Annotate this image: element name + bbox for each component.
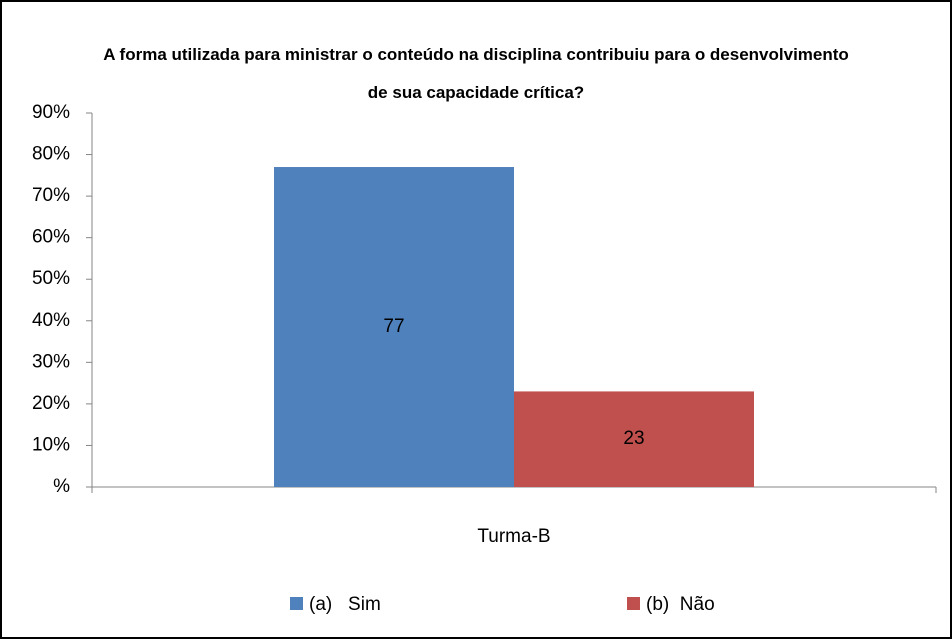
y-tick-label: 30% xyxy=(32,351,70,372)
y-tick-label: 20% xyxy=(32,393,70,414)
bar xyxy=(514,391,754,487)
data-label: 23 xyxy=(623,428,644,449)
legend-swatch xyxy=(627,597,640,610)
y-tick-label: 50% xyxy=(32,268,70,289)
y-tick-label: % xyxy=(53,476,70,497)
bar xyxy=(274,167,514,487)
chart-title: A forma utilizada para ministrar o conte… xyxy=(103,45,849,102)
x-tick-label: Turma-B xyxy=(477,526,550,547)
y-tick-label: 80% xyxy=(32,144,70,165)
y-tick-label: 60% xyxy=(32,227,70,248)
data-label: 77 xyxy=(383,316,404,337)
legend-label: (b) Não xyxy=(646,594,715,615)
legend-swatch xyxy=(290,597,303,610)
y-tick-label: 10% xyxy=(32,434,70,455)
legend-label: (a) Sim xyxy=(309,594,381,615)
y-tick-label: 40% xyxy=(32,310,70,331)
y-tick-label: 70% xyxy=(32,185,70,206)
y-tick-label: 90% xyxy=(32,102,70,123)
